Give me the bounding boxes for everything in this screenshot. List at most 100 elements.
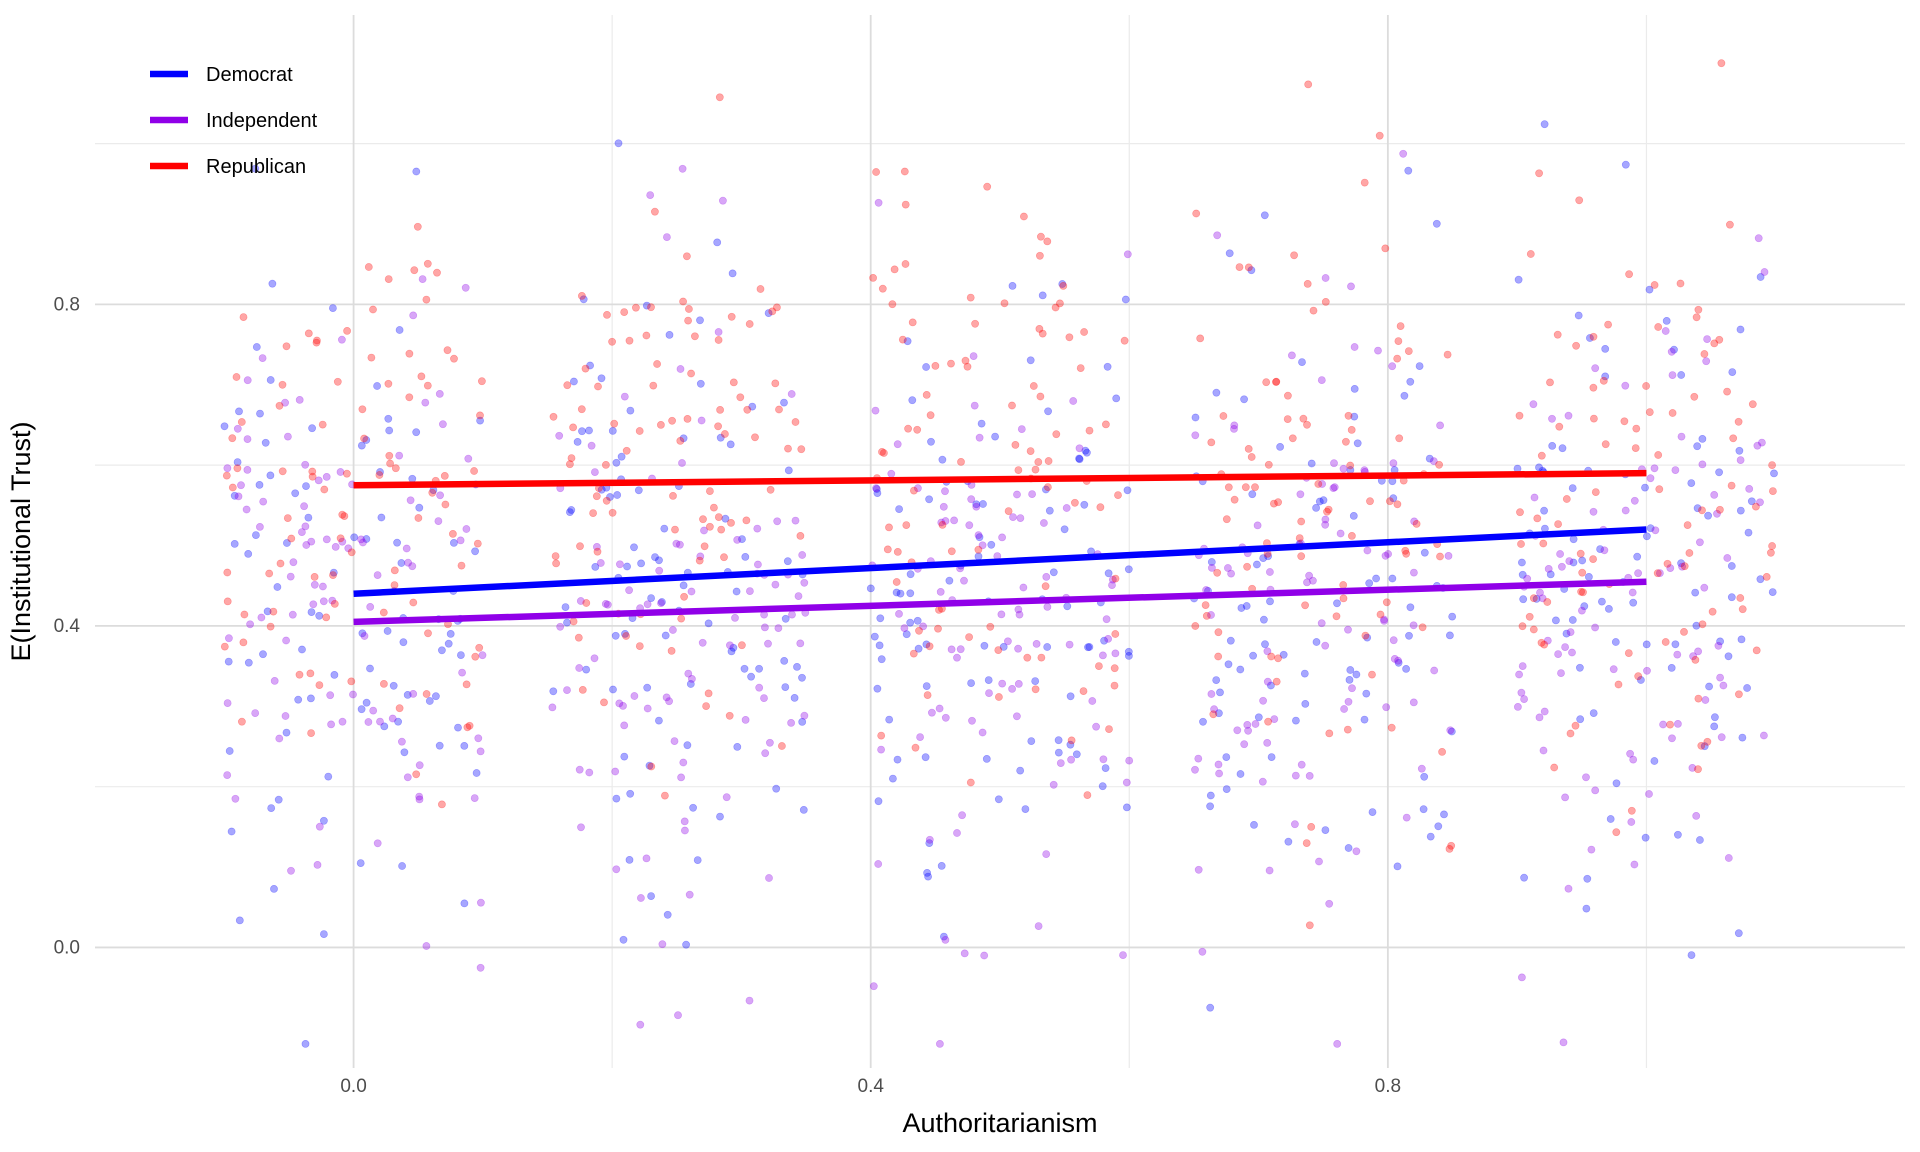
data-point-republican	[1589, 332, 1598, 341]
data-point-democrat	[1264, 552, 1272, 561]
data-point-republican	[379, 608, 388, 617]
data-point-independent	[591, 468, 599, 476]
data-point-republican	[620, 308, 629, 316]
data-point-independent	[798, 551, 807, 559]
data-point-republican	[1692, 313, 1701, 322]
data-point-republican	[677, 614, 686, 623]
data-point-republican	[1034, 458, 1043, 466]
data-point-independent	[1380, 617, 1388, 625]
data-point-democrat	[1333, 599, 1341, 608]
data-point-democrat	[1629, 598, 1638, 607]
data-point-independent	[587, 441, 596, 450]
data-point-democrat	[1532, 595, 1541, 603]
data-point-democrat	[885, 715, 894, 724]
data-point-democrat	[1744, 528, 1753, 537]
data-point-democrat	[1365, 579, 1374, 588]
data-point-independent	[233, 424, 242, 433]
data-point-republican	[1577, 587, 1585, 596]
data-point-democrat	[611, 631, 620, 640]
data-point-republican	[901, 200, 910, 209]
data-point-republican	[1624, 649, 1633, 657]
data-point-democrat	[621, 630, 629, 638]
data-point-independent	[1244, 726, 1252, 735]
data-point-independent	[877, 745, 885, 754]
data-point-independent	[1263, 677, 1272, 686]
data-point-republican	[1342, 437, 1350, 446]
data-point-democrat	[927, 437, 935, 446]
data-point-democrat	[1738, 733, 1747, 742]
data-point-democrat	[704, 619, 713, 628]
data-point-democrat	[726, 440, 735, 449]
data-point-democrat	[266, 471, 275, 480]
data-point-independent	[409, 311, 418, 320]
data-point-republican	[463, 723, 472, 732]
data-point-democrat	[380, 722, 389, 731]
data-point-democrat	[1042, 485, 1050, 494]
data-point-republican	[888, 300, 897, 309]
data-point-independent	[1350, 343, 1359, 351]
data-point-independent	[1067, 755, 1075, 764]
data-point-republican	[1710, 339, 1719, 348]
data-point-independent	[246, 620, 254, 629]
data-point-republican	[239, 313, 248, 321]
data-point-independent	[1517, 688, 1526, 697]
data-point-democrat	[619, 935, 628, 944]
data-point-democrat	[1446, 631, 1454, 640]
data-point-democrat	[781, 683, 790, 691]
data-point-republican	[283, 514, 292, 522]
data-point-independent	[1736, 456, 1745, 464]
data-point-democrat	[606, 493, 614, 501]
data-point-republican	[1202, 612, 1211, 620]
data-point-independent	[1340, 705, 1348, 713]
data-point-independent	[281, 712, 290, 720]
data-point-republican	[947, 359, 955, 368]
data-point-republican	[410, 266, 419, 275]
data-point-independent	[1303, 578, 1311, 587]
data-point-democrat	[1406, 377, 1415, 386]
data-point-democrat	[655, 716, 663, 725]
data-point-independent	[1600, 546, 1609, 555]
data-point-republican	[1037, 232, 1045, 241]
data-point-democrat	[1736, 325, 1745, 334]
data-point-republican	[923, 691, 932, 699]
data-point-republican	[1525, 612, 1534, 621]
data-point-democrat	[896, 589, 905, 598]
data-point-independent	[243, 465, 252, 474]
data-point-democrat	[274, 795, 283, 804]
data-point-independent	[403, 773, 412, 782]
data-point-independent	[242, 505, 251, 514]
data-point-independent	[687, 587, 696, 596]
data-point-democrat	[1674, 830, 1682, 839]
data-point-republican	[680, 592, 688, 601]
data-point-independent	[1674, 720, 1682, 728]
data-point-democrat	[642, 301, 651, 310]
data-point-democrat	[1667, 664, 1676, 672]
data-point-republican	[589, 509, 597, 517]
data-point-democrat	[984, 676, 993, 684]
data-point-democrat	[790, 694, 799, 702]
data-point-republican	[1683, 521, 1692, 529]
data-point-republican	[312, 336, 321, 345]
data-point-independent	[625, 586, 633, 595]
data-point-independent	[1673, 650, 1682, 659]
data-point-republican	[1537, 451, 1546, 460]
data-point-republican	[653, 360, 661, 368]
data-point-democrat	[362, 535, 371, 543]
data-point-democrat	[1250, 821, 1258, 829]
data-point-republican	[1251, 483, 1259, 492]
data-point-democrat	[1687, 479, 1696, 487]
data-point-republican	[756, 285, 765, 293]
data-point-republican	[239, 638, 248, 647]
data-point-democrat	[913, 616, 922, 625]
data-point-democrat	[1307, 459, 1316, 468]
data-point-independent	[287, 866, 295, 875]
data-point-independent	[319, 597, 328, 606]
data-point-democrat	[1576, 715, 1585, 724]
data-point-independent	[1410, 568, 1418, 577]
data-point-republican	[1631, 444, 1640, 452]
data-point-democrat	[586, 361, 594, 370]
data-point-democrat	[384, 414, 393, 423]
data-point-democrat	[437, 646, 446, 655]
data-point-democrat	[319, 930, 328, 938]
data-point-republican	[1698, 506, 1706, 515]
